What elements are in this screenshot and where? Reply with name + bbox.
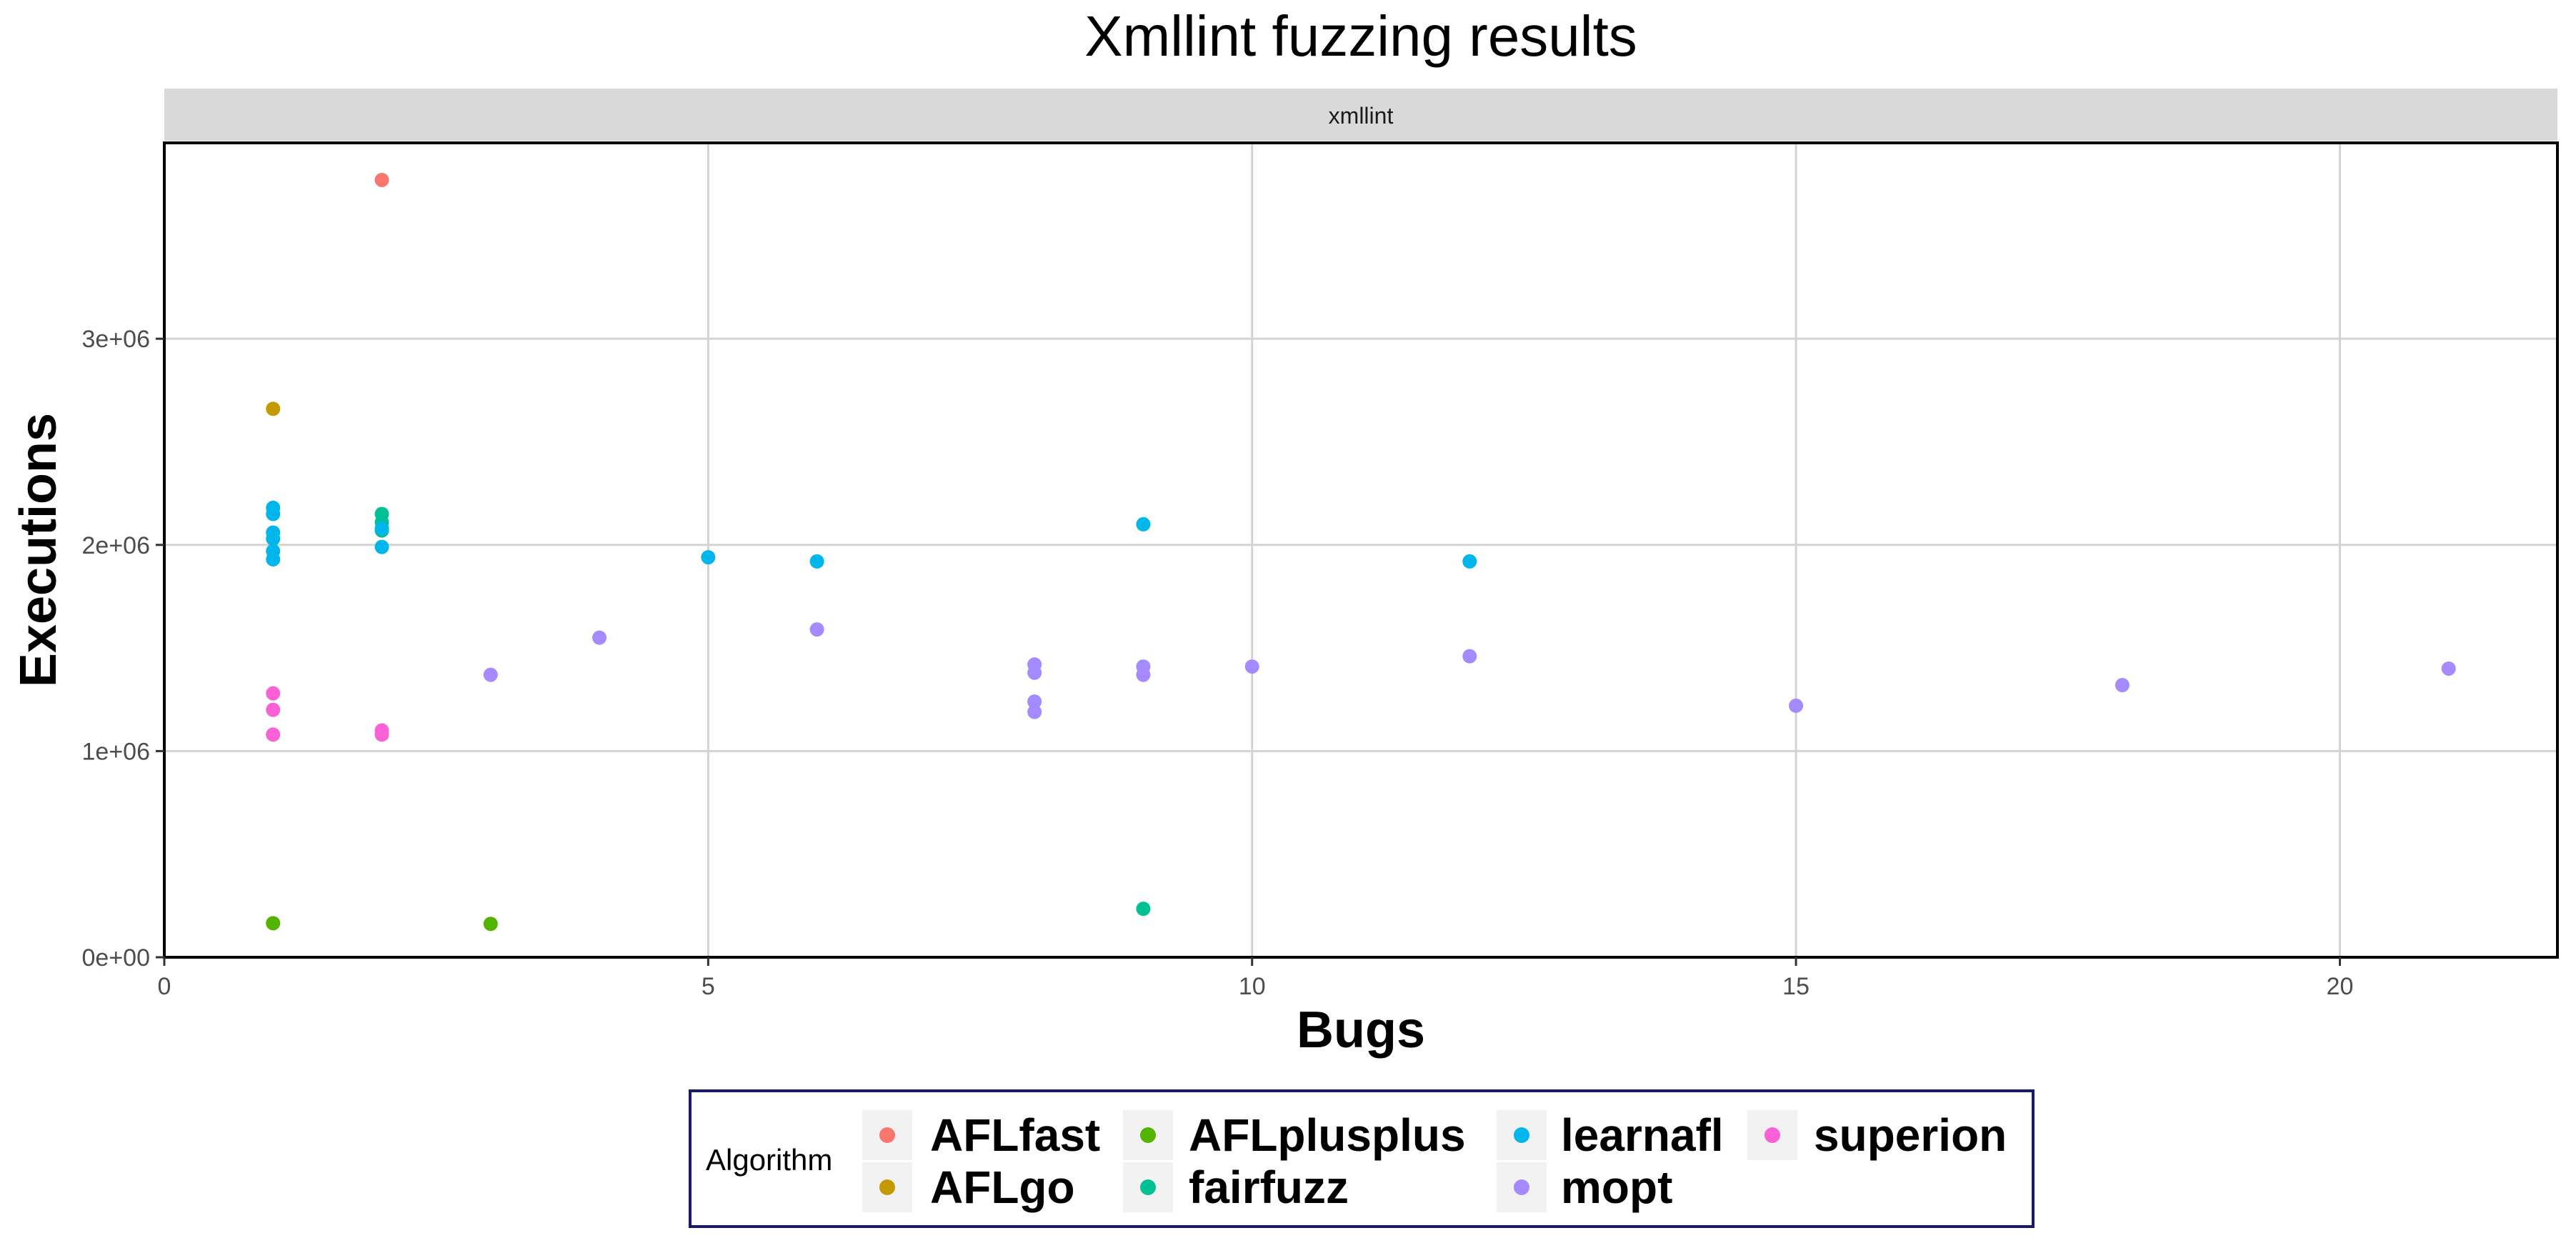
point-learnafl — [266, 506, 281, 521]
y-tick-label: 2e+06 — [82, 532, 151, 559]
y-axis: 0e+00 1e+06 2e+06 3e+06 — [82, 326, 164, 972]
point-mopt — [809, 622, 824, 637]
point-superion — [266, 686, 281, 701]
legend-label-mopt: mopt — [1561, 1162, 1672, 1213]
point-mopt — [1027, 704, 1042, 719]
point-mopt — [483, 667, 498, 682]
point-superion — [266, 702, 281, 717]
grid — [163, 143, 2557, 959]
point-mopt — [2115, 678, 2130, 693]
point-learnafl — [266, 551, 281, 566]
point-learnafl — [1136, 516, 1151, 531]
legend-box — [689, 1089, 2035, 1228]
plot-panel-border — [163, 141, 2559, 959]
x-tick-label: 0 — [158, 973, 171, 1000]
point-learnafl — [1462, 554, 1477, 569]
legend-title: Algorithm — [706, 1143, 832, 1177]
legend-label-superion: superion — [1814, 1109, 2007, 1161]
legend-key-aflgo — [879, 1179, 895, 1195]
x-tick-label: 15 — [1782, 973, 1809, 1000]
y-tick-label: 3e+06 — [82, 326, 151, 353]
x-tick-label: 20 — [2327, 973, 2354, 1000]
y-tick-label: 1e+06 — [82, 738, 151, 765]
point-superion — [266, 727, 281, 742]
point-fairfuzz — [1136, 902, 1151, 917]
point-superion — [374, 727, 389, 742]
legend-key-mopt — [1514, 1179, 1529, 1195]
point-learnafl — [374, 521, 389, 536]
point-mopt — [592, 630, 607, 645]
legend-key-superion — [1764, 1127, 1780, 1143]
legend-key-fairfuzz — [1140, 1179, 1156, 1195]
point-learnafl — [374, 539, 389, 554]
chart-title: Xmllint fuzzing results — [1084, 4, 1637, 68]
point-learnafl — [266, 531, 281, 546]
point-learnafl — [701, 550, 716, 565]
point-learnafl — [809, 554, 824, 569]
point-mopt — [1027, 694, 1042, 709]
point-mopt — [2441, 661, 2456, 676]
y-tick-label: 0e+00 — [82, 944, 151, 972]
points-layer — [266, 172, 2456, 932]
legend-label-learnafl: learnafl — [1561, 1109, 1724, 1161]
legend-key-aflplusplus — [1140, 1127, 1156, 1143]
legend-key-aflfast — [879, 1127, 895, 1143]
point-aflfast — [374, 172, 389, 187]
facet-strip — [164, 89, 2557, 141]
facet-label: xmllint — [1329, 103, 1394, 129]
x-tick-label: 5 — [702, 973, 715, 1000]
legend-key-learnafl — [1514, 1127, 1529, 1143]
legend-label-fairfuzz: fairfuzz — [1189, 1162, 1349, 1213]
point-mopt — [1027, 665, 1042, 680]
x-axis-title: Bugs — [1297, 1002, 1425, 1059]
point-aflplusplus — [266, 916, 281, 931]
x-tick-label: 10 — [1239, 973, 1266, 1000]
point-aflgo — [266, 401, 281, 416]
y-axis-title: Executions — [10, 413, 67, 687]
point-mopt — [1789, 698, 1804, 713]
x-axis: 0 5 10 15 20 — [158, 957, 2354, 1000]
point-mopt — [1244, 659, 1259, 674]
legend-label-aflfast: AFLfast — [930, 1109, 1100, 1161]
point-mopt — [1136, 667, 1151, 682]
legend-label-aflplusplus: AFLplusplus — [1189, 1109, 1466, 1161]
legend-label-aflgo: AFLgo — [930, 1162, 1075, 1213]
point-aflplusplus — [483, 917, 498, 932]
point-mopt — [1462, 649, 1477, 664]
